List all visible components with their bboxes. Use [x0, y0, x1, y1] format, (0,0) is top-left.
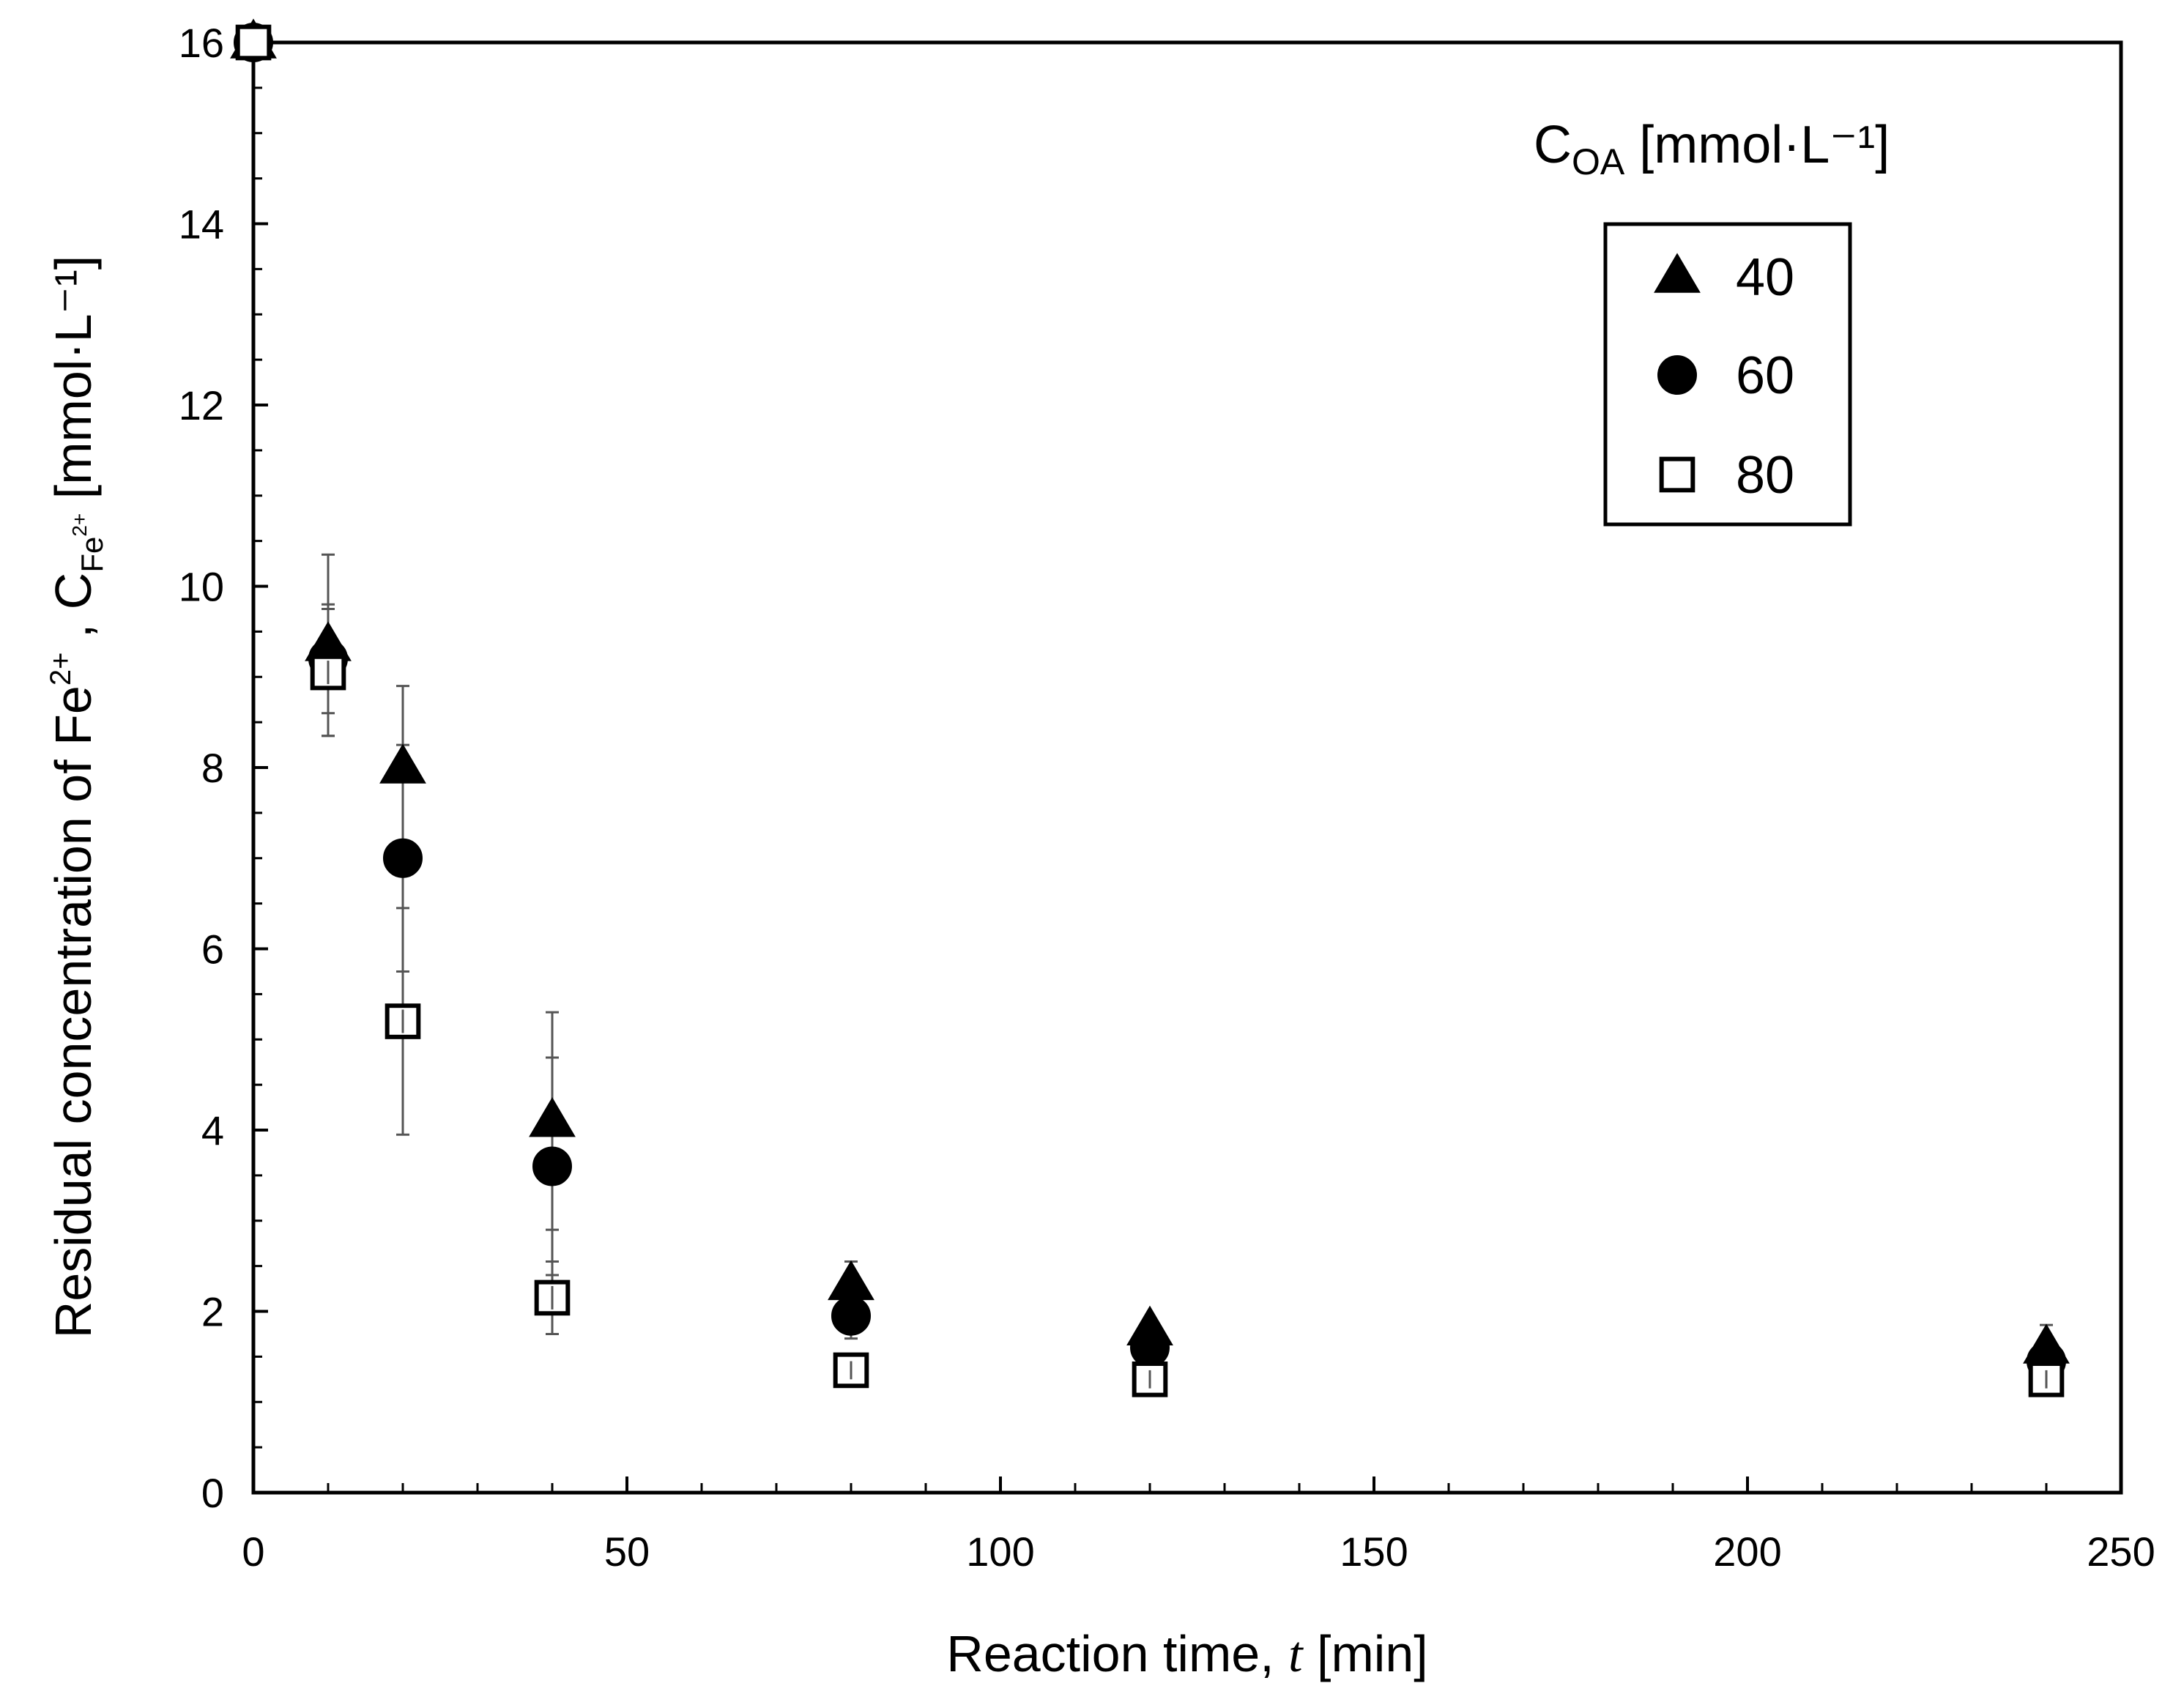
y-axis-title-prefix: Residual concentration of Fe — [45, 686, 102, 1338]
data-point-series-60 — [1130, 1328, 1170, 1367]
data-point-series-80 — [235, 24, 272, 61]
x-axis-title-prefix: Reaction time, — [946, 1625, 1288, 1682]
y-tick-label: 2 — [201, 1289, 224, 1335]
x-tick-label: 200 — [1713, 1528, 1781, 1575]
data-point-series-40 — [529, 1097, 576, 1137]
y-tick-label: 6 — [201, 926, 224, 973]
y-tick-label: 14 — [179, 201, 224, 248]
x-tick-label: 150 — [1340, 1528, 1408, 1575]
y-axis-title-subscript: Fe — [75, 537, 109, 573]
error-bars-group — [322, 553, 2053, 1390]
legend-title-main: C — [1534, 116, 1572, 174]
legend-label-80: 80 — [1736, 446, 1794, 505]
y-axis-title-subscript-charge: 2+ — [68, 513, 91, 537]
data-point-series-60 — [383, 838, 423, 878]
y-axis-title-ion-charge: 2+ — [45, 653, 77, 686]
legend-label-60: 60 — [1736, 346, 1794, 405]
x-tick-label: 250 — [2087, 1528, 2155, 1575]
legend: COA [mmol·L⁻¹] 40 60 80 — [1534, 116, 1890, 527]
legend-marker-40 — [1654, 253, 1701, 293]
y-axis-title-separator: , C — [45, 573, 102, 653]
x-tick-label: 100 — [966, 1528, 1034, 1575]
data-point-series-40 — [379, 743, 426, 784]
x-tick-label: 0 — [242, 1528, 264, 1575]
data-points-group — [230, 18, 2070, 1397]
data-point-series-40 — [828, 1260, 874, 1301]
x-tick-label: 50 — [604, 1528, 650, 1575]
legend-box — [1603, 222, 1852, 527]
legend-marker-80 — [1659, 456, 1695, 493]
y-tick-label: 8 — [201, 745, 224, 791]
legend-label-40: 40 — [1736, 248, 1794, 307]
x-axis-title-suffix: [min] — [1303, 1625, 1428, 1682]
y-tick-label: 16 — [179, 20, 224, 66]
y-tick-label: 4 — [201, 1107, 224, 1154]
data-point-series-60 — [831, 1296, 871, 1336]
legend-title-unit: [mmol·L⁻¹] — [1624, 116, 1890, 174]
y-axis-title: Residual concentration of Fe2+ , CFe2+ [… — [45, 256, 109, 1339]
legend-title-subscript: OA — [1572, 141, 1625, 182]
x-axis-title-variable: t — [1288, 1627, 1304, 1683]
axis-labels-group: 0 2 4 6 8 10 12 14 16 0 50 100 150 200 250 Reaction tim… — [45, 20, 2155, 1683]
legend-marker-60 — [1657, 355, 1697, 395]
data-point-series-60 — [532, 1146, 572, 1186]
y-tick-label: 12 — [179, 382, 224, 428]
x-axis-title: Reaction time, t [min] — [946, 1625, 1427, 1683]
legend-title: COA [mmol·L⁻¹] — [1534, 116, 1890, 182]
y-axis-title-suffix: [mmol·L⁻¹] — [45, 256, 102, 513]
ticks-group — [252, 41, 2122, 1494]
y-tick-label: 0 — [201, 1470, 224, 1516]
y-tick-label: 10 — [179, 564, 224, 610]
